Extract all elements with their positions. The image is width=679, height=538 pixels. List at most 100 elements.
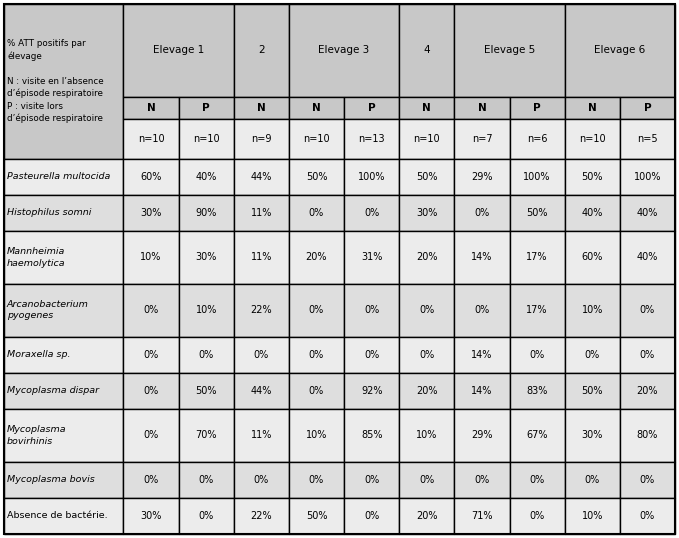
Text: 40%: 40% bbox=[637, 252, 658, 263]
Bar bbox=[565, 159, 620, 195]
Bar bbox=[289, 284, 344, 337]
Text: N: N bbox=[147, 103, 155, 113]
Bar bbox=[399, 4, 454, 97]
Text: 0%: 0% bbox=[198, 350, 214, 360]
Bar bbox=[124, 498, 179, 534]
Text: 22%: 22% bbox=[251, 511, 272, 521]
Bar bbox=[565, 97, 620, 119]
Bar bbox=[179, 159, 234, 195]
Text: 40%: 40% bbox=[637, 208, 658, 218]
Text: 11%: 11% bbox=[251, 252, 272, 263]
Bar bbox=[620, 195, 675, 231]
Text: 0%: 0% bbox=[419, 475, 435, 485]
Text: n=9: n=9 bbox=[251, 134, 272, 144]
Bar bbox=[454, 231, 509, 284]
Bar bbox=[399, 231, 454, 284]
Bar bbox=[565, 373, 620, 409]
Text: 0%: 0% bbox=[585, 350, 600, 360]
Text: P: P bbox=[368, 103, 375, 113]
Bar bbox=[399, 97, 454, 119]
Text: Arcanobacterium
pyogenes: Arcanobacterium pyogenes bbox=[7, 300, 89, 321]
Bar bbox=[399, 195, 454, 231]
Text: 31%: 31% bbox=[361, 252, 382, 263]
Bar bbox=[124, 409, 179, 462]
Text: n=6: n=6 bbox=[527, 134, 547, 144]
Bar bbox=[509, 337, 565, 373]
Text: 20%: 20% bbox=[637, 386, 658, 396]
Text: 0%: 0% bbox=[309, 208, 324, 218]
Bar bbox=[454, 4, 565, 97]
Bar bbox=[234, 337, 289, 373]
Bar bbox=[179, 231, 234, 284]
Bar bbox=[454, 119, 509, 159]
Text: n=10: n=10 bbox=[303, 134, 330, 144]
Bar bbox=[620, 159, 675, 195]
Text: 20%: 20% bbox=[416, 386, 437, 396]
Bar bbox=[179, 97, 234, 119]
Text: 90%: 90% bbox=[196, 208, 217, 218]
Text: 0%: 0% bbox=[640, 305, 655, 315]
Text: 10%: 10% bbox=[582, 305, 603, 315]
Text: % ATT positifs par
élevage

N : visite en l’absence
d’épisode respiratoire
P : v: % ATT positifs par élevage N : visite en… bbox=[7, 39, 104, 123]
Bar bbox=[565, 462, 620, 498]
Text: Histophilus somni: Histophilus somni bbox=[7, 208, 92, 217]
Bar bbox=[399, 498, 454, 534]
Text: Mycoplasma bovis: Mycoplasma bovis bbox=[7, 475, 95, 484]
Bar bbox=[4, 231, 124, 284]
Bar bbox=[289, 409, 344, 462]
Bar bbox=[344, 409, 399, 462]
Text: 22%: 22% bbox=[251, 305, 272, 315]
Bar bbox=[289, 119, 344, 159]
Text: 50%: 50% bbox=[306, 172, 327, 182]
Text: 30%: 30% bbox=[141, 511, 162, 521]
Bar bbox=[124, 373, 179, 409]
Text: 10%: 10% bbox=[141, 252, 162, 263]
Text: 70%: 70% bbox=[196, 430, 217, 440]
Text: 50%: 50% bbox=[196, 386, 217, 396]
Text: 0%: 0% bbox=[143, 305, 159, 315]
Text: Elevage 5: Elevage 5 bbox=[484, 45, 535, 55]
Bar bbox=[565, 231, 620, 284]
Bar bbox=[620, 284, 675, 337]
Bar bbox=[124, 337, 179, 373]
Bar bbox=[4, 498, 124, 534]
Bar bbox=[399, 284, 454, 337]
Text: 80%: 80% bbox=[637, 430, 658, 440]
Bar bbox=[179, 119, 234, 159]
Text: 30%: 30% bbox=[582, 430, 603, 440]
Text: 30%: 30% bbox=[416, 208, 437, 218]
Bar bbox=[234, 97, 289, 119]
Text: 0%: 0% bbox=[364, 208, 380, 218]
Bar bbox=[344, 373, 399, 409]
Text: 10%: 10% bbox=[582, 511, 603, 521]
Text: Mannheimia
haemolytica: Mannheimia haemolytica bbox=[7, 247, 66, 267]
Bar bbox=[565, 284, 620, 337]
Text: Absence de bactérie.: Absence de bactérie. bbox=[7, 512, 108, 520]
Bar bbox=[124, 231, 179, 284]
Text: 0%: 0% bbox=[640, 350, 655, 360]
Text: 0%: 0% bbox=[143, 430, 159, 440]
Text: 11%: 11% bbox=[251, 208, 272, 218]
Text: 0%: 0% bbox=[309, 475, 324, 485]
Text: 71%: 71% bbox=[471, 511, 493, 521]
Text: 83%: 83% bbox=[526, 386, 548, 396]
Text: 50%: 50% bbox=[581, 386, 603, 396]
Bar bbox=[454, 159, 509, 195]
Text: 14%: 14% bbox=[471, 350, 493, 360]
Text: 30%: 30% bbox=[141, 208, 162, 218]
Text: 0%: 0% bbox=[198, 511, 214, 521]
Text: 0%: 0% bbox=[143, 475, 159, 485]
Bar bbox=[399, 462, 454, 498]
Bar bbox=[509, 284, 565, 337]
Text: 50%: 50% bbox=[581, 172, 603, 182]
Bar bbox=[179, 337, 234, 373]
Bar bbox=[289, 337, 344, 373]
Bar bbox=[289, 498, 344, 534]
Text: 60%: 60% bbox=[141, 172, 162, 182]
Text: 4: 4 bbox=[424, 45, 430, 55]
Bar bbox=[124, 119, 179, 159]
Bar bbox=[234, 409, 289, 462]
Text: 10%: 10% bbox=[306, 430, 327, 440]
Bar bbox=[4, 195, 124, 231]
Bar bbox=[509, 119, 565, 159]
